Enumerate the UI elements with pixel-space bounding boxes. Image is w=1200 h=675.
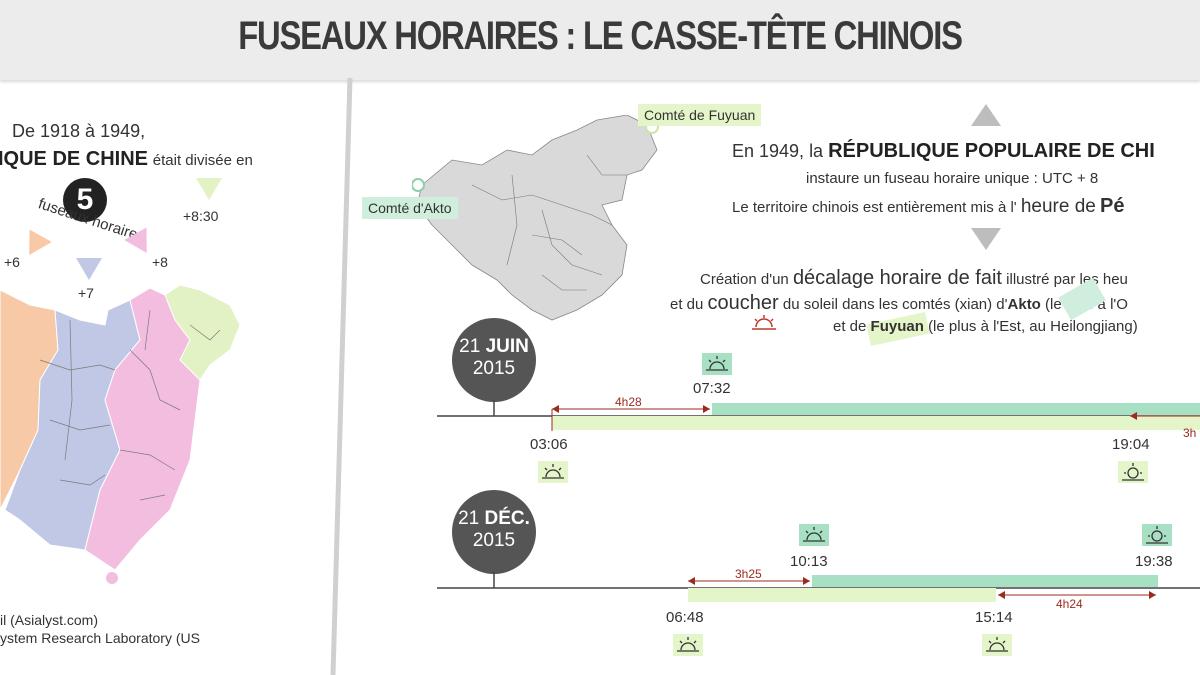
sunrise-icon: [673, 634, 703, 656]
sunset-icon: [1142, 524, 1172, 546]
offset-label-830: +8:30: [183, 208, 219, 224]
date-circle-dec: 21 DÉC. 2015: [452, 490, 536, 574]
para-line1: En 1949, la RÉPUBLIQUE POPULAIRE DE CHI: [732, 140, 1155, 162]
offset-label-6: +6: [4, 254, 20, 270]
label-fuyuan: Comté de Fuyuan: [638, 104, 762, 126]
sunset-icon: [982, 634, 1012, 656]
june-sunset-fuyuan: 19:04: [1112, 436, 1150, 453]
june-sunrise-fuyuan: 07:32: [693, 380, 731, 397]
arrow-down-marker: [971, 228, 1001, 250]
title-bar: [0, 0, 1200, 80]
zone-map: [0, 284, 241, 584]
june-sunrise-akto: 03:06: [530, 436, 568, 453]
label-akto: Comté d'Akto: [362, 197, 458, 219]
zones-number-badge: 5: [63, 178, 107, 222]
sunrise-icon: [538, 461, 568, 483]
offset-label-8: +8: [152, 254, 168, 270]
sunset-icon: [1118, 461, 1148, 483]
arrow-up-marker: [971, 104, 1001, 126]
intro-line1: De 1918 à 1949,: [12, 121, 146, 141]
zone-marker-blue: [76, 258, 102, 280]
sunrise-icon: [799, 524, 829, 546]
page-title: FUSEAUX HORAIRES : LE CASSE-TÊTE CHINOIS: [238, 14, 963, 58]
dec-sunset-fuyuan: 15:14: [975, 609, 1013, 626]
para-line3: Le territoire chinois est entièrement mi…: [732, 195, 1125, 217]
gap-dec-sunset: 4h24: [1056, 597, 1083, 611]
date-circle-june: 21 JUIN 2015: [452, 318, 536, 402]
gap-dec-sunrise: 3h25: [735, 567, 762, 581]
para-line6: et de Fuyuan (le plus à l'Est, au Heilon…: [833, 318, 1138, 335]
gap-june-sunset: 3h: [1183, 426, 1197, 440]
zone-marker-lime: [196, 178, 222, 200]
intro-line2: IQUE DE CHINE était divisée en: [0, 148, 253, 170]
source-line2: ystem Research Laboratory (US: [0, 630, 200, 646]
sunrise-icon: [702, 353, 732, 375]
offset-label-7: +7: [78, 285, 94, 301]
sunset-icon-red: [752, 315, 776, 330]
para-line4: Création d'un décalage horaire de fait i…: [700, 267, 1128, 289]
source-line1: il (Asialyst.com): [0, 612, 99, 628]
china-map: [412, 115, 659, 321]
dec-sunrise-akto: 10:13: [790, 553, 828, 570]
gap-june-sunrise: 4h28: [615, 395, 642, 409]
para-line2: instaure un fuseau horaire unique : UTC …: [806, 170, 1099, 187]
dec-sunset-akto: 19:38: [1135, 553, 1173, 570]
dec-sunrise-fuyuan: 06:48: [666, 609, 704, 626]
